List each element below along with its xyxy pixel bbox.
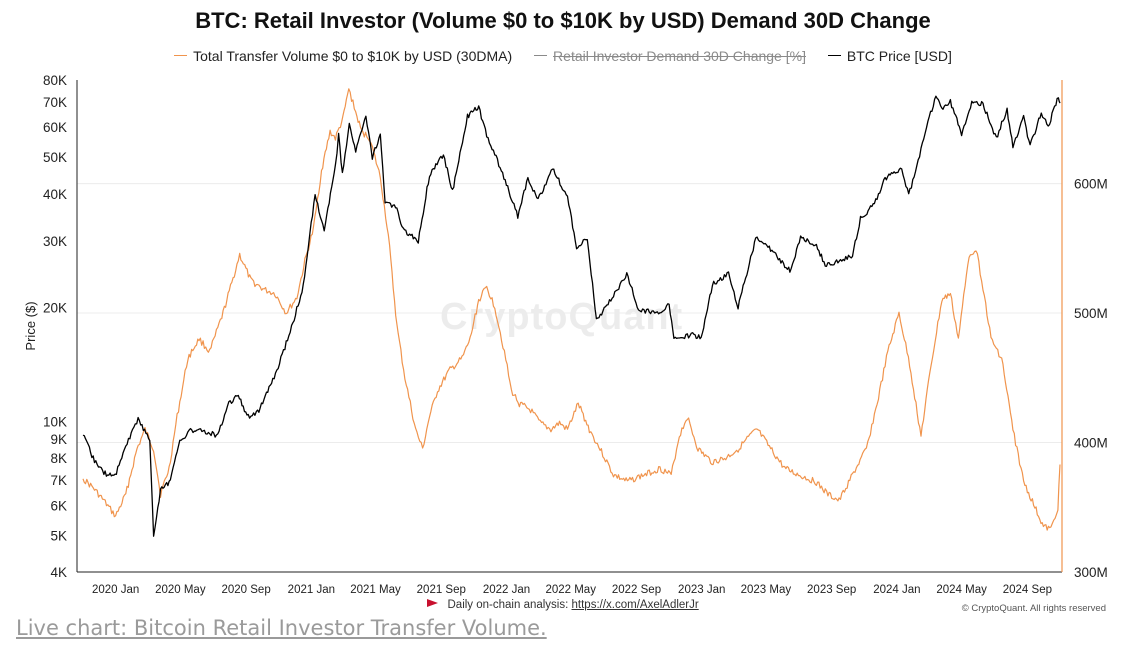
y-axis-left-ticks: 80K 70K 60K 50K 40K 30K 20K 10K 9K 8K 7K 6K 5K 4K xyxy=(43,73,67,580)
series-line-transfer-volume xyxy=(82,88,1061,531)
legend-swatch-transfer-volume xyxy=(174,55,188,56)
copyright: © CryptoQuant. All rights reserved xyxy=(961,603,1106,614)
legend-swatch-btc-price xyxy=(827,55,841,56)
y-axis-title: Price ($) xyxy=(23,301,38,350)
y2-tick-label: 300M xyxy=(1074,565,1108,580)
x-tick-label: 2024 May xyxy=(936,584,987,596)
legend-label-transfer-volume: Total Transfer Volume $0 to $10K by USD … xyxy=(193,47,513,64)
y-tick-label: 9K xyxy=(50,432,67,447)
footnote-text: Daily on-chain analysis: xyxy=(447,599,569,611)
legend-item-demand-change[interactable]: Retail Investor Demand 30D Change [%] xyxy=(534,48,806,64)
x-tick-label: 2023 Sep xyxy=(807,584,856,596)
y-tick-label: 4K xyxy=(50,565,67,580)
x-tick-label: 2023 Jan xyxy=(678,584,725,596)
grid-lines xyxy=(77,183,1062,444)
x-tick-label: 2023 May xyxy=(741,584,792,596)
x-tick-label: 2024 Sep xyxy=(1003,584,1052,596)
caption-link[interactable]: Live chart: Bitcoin Retail Investor Tran… xyxy=(16,616,547,640)
y-tick-label: 80K xyxy=(43,73,67,88)
y-tick-label: 40K xyxy=(43,187,67,202)
legend-swatch-demand-change xyxy=(534,55,548,56)
axes xyxy=(76,80,1063,573)
y2-tick-label: 500M xyxy=(1074,306,1108,321)
y2-tick-label: 600M xyxy=(1074,177,1108,192)
y-tick-label: 5K xyxy=(50,528,67,543)
x-tick-label: 2021 Sep xyxy=(417,584,466,596)
legend-item-btc-price[interactable]: BTC Price [USD] xyxy=(827,47,952,64)
y-tick-label: 60K xyxy=(43,120,67,135)
x-axis-ticks: 2020 Jan 2020 May 2020 Sep 2021 Jan 2021 May… xyxy=(92,584,1052,596)
y-tick-label: 30K xyxy=(43,234,67,249)
chart-title: BTC: Retail Investor (Volume $0 to $10K … xyxy=(195,8,931,33)
legend-label-demand-change: Retail Investor Demand 30D Change [%] xyxy=(553,47,806,64)
legend-label-btc-price: BTC Price [USD] xyxy=(846,47,952,64)
series-lines xyxy=(82,88,1061,537)
watermark-logo: CryptoQuant xyxy=(440,296,684,338)
y-tick-label: 8K xyxy=(50,451,67,466)
y-tick-label: 7K xyxy=(50,473,67,488)
x-tick-label: 2022 Jan xyxy=(483,584,530,596)
x-tick-label: 2021 Jan xyxy=(288,584,335,596)
y-tick-label: 20K xyxy=(43,301,67,316)
x-tick-label: 2024 Jan xyxy=(873,584,920,596)
series-line-btc-price xyxy=(82,95,1061,537)
footnote-link[interactable]: https://x.com/AxelAdlerJr xyxy=(571,599,699,611)
y-axis-right-ticks: 600M 500M 400M 300M xyxy=(1074,177,1108,580)
x-tick-label: 2021 May xyxy=(350,584,401,596)
x-tick-label: 2020 Sep xyxy=(221,584,270,596)
y2-tick-label: 400M xyxy=(1074,436,1108,451)
x-tick-label: 2022 Sep xyxy=(612,584,661,596)
x-tick-label: 2020 Jan xyxy=(92,584,139,596)
y-tick-label: 10K xyxy=(43,415,67,430)
x-tick-label: 2020 May xyxy=(155,584,206,596)
x-tick-label: 2022 May xyxy=(545,584,596,596)
flag-icon xyxy=(427,599,439,607)
y-tick-label: 6K xyxy=(50,498,67,513)
y-tick-label: 50K xyxy=(43,150,67,165)
legend-item-transfer-volume[interactable]: Total Transfer Volume $0 to $10K by USD … xyxy=(174,48,512,64)
legend: Total Transfer Volume $0 to $10K by USD … xyxy=(0,43,1126,64)
y-tick-label: 70K xyxy=(43,95,67,110)
footnote: Daily on-chain analysis: https://x.com/A… xyxy=(0,599,1126,611)
